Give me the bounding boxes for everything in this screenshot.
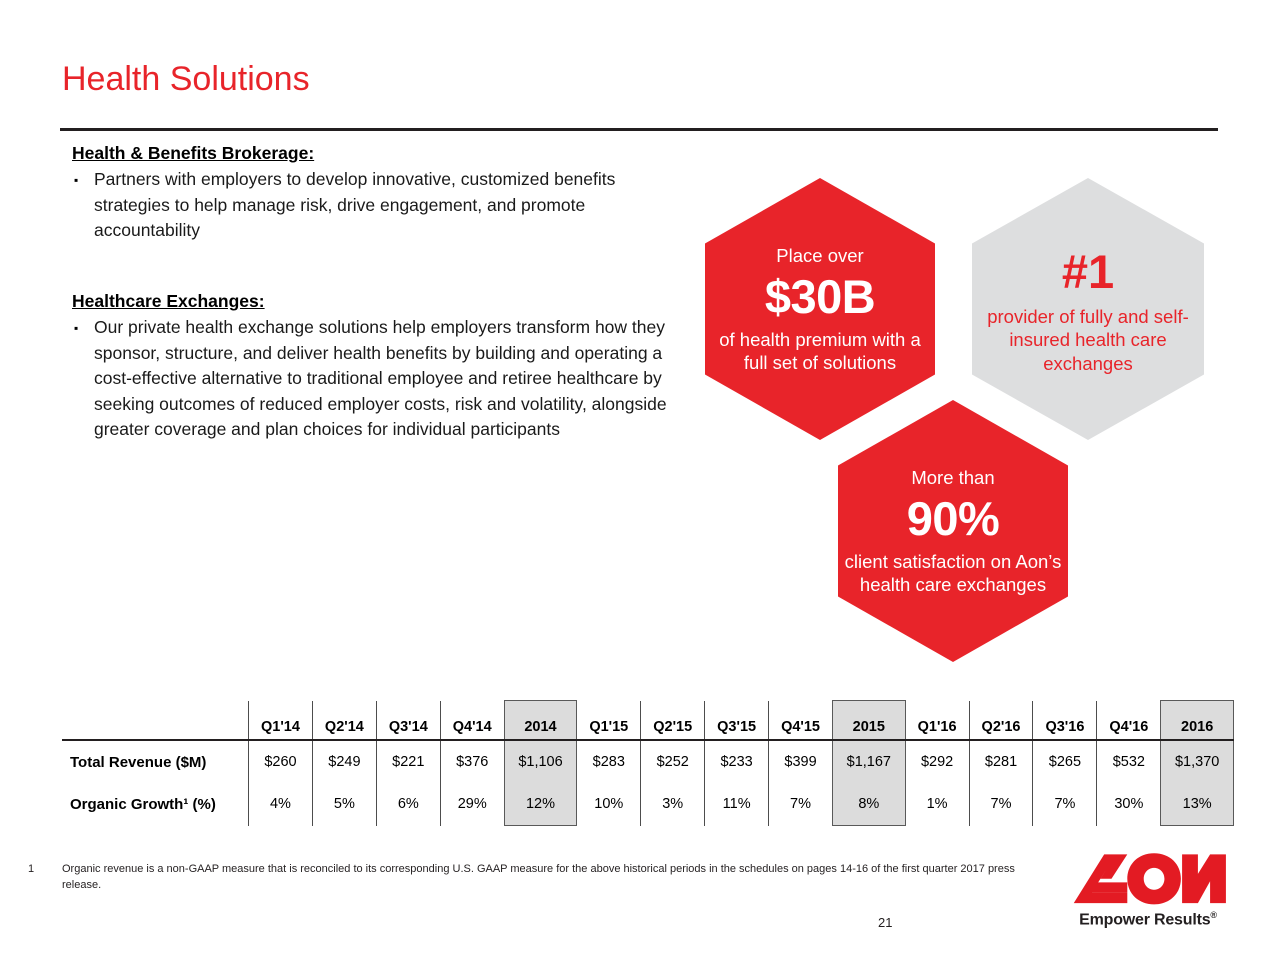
- section-heading: Health & Benefits Brokerage:: [72, 143, 315, 163]
- table-column-header: 2016: [1160, 700, 1234, 740]
- table-cell: $221: [375, 740, 441, 783]
- financials-table: Q1'14 Q2'14 Q3'14 Q4'14 2014 Q1'15 Q2'15 Q3'15 Q…: [62, 700, 1234, 826]
- callout-pre-text: Place over: [776, 244, 864, 266]
- table-column-header: Q2'14: [311, 700, 377, 740]
- callout-hexagon-satisfaction: More than 90% client satisfaction on Aon…: [838, 400, 1068, 662]
- body-content: Health & Benefits Brokerage: ▪ Partners …: [72, 142, 692, 443]
- table-cell: $532: [1096, 740, 1161, 783]
- aon-tagline: Empower Results®: [1068, 910, 1228, 929]
- table-cell: $265: [1032, 740, 1097, 783]
- page-title: Health Solutions: [62, 60, 310, 98]
- table-column-header: 2014: [503, 700, 578, 740]
- table-cell: 1%: [904, 783, 970, 826]
- table-column-header: Q4'16: [1096, 700, 1161, 740]
- table-row-label: Total Revenue ($M): [70, 753, 207, 771]
- table-column-header: Q1'15: [576, 700, 641, 740]
- table-column-header: Q1'14: [248, 700, 313, 740]
- title-divider: [60, 128, 1218, 131]
- table-cell: $292: [904, 740, 970, 783]
- table-column-header: Q4'15: [768, 700, 833, 740]
- table-cell: $249: [311, 740, 377, 783]
- table-cell: 7%: [1032, 783, 1097, 826]
- table-row-label: Organic Growth¹ (%): [70, 795, 216, 813]
- table-cell: 13%: [1160, 783, 1234, 826]
- table-row: Organic Growth¹ (%) 4% 5% 6% 29% 12% 10% 3% 11% 7…: [62, 783, 1234, 826]
- table-cell: 5%: [311, 783, 377, 826]
- callout-post-text: of health premium with a full set of sol…: [719, 328, 921, 374]
- table-cell: 7%: [968, 783, 1033, 826]
- table-cell: 11%: [704, 783, 769, 826]
- table-cell: $233: [704, 740, 769, 783]
- table-cell: $1,370: [1160, 740, 1234, 783]
- table-column-header: Q1'16: [904, 700, 970, 740]
- table-cell: 7%: [768, 783, 833, 826]
- table-body: Total Revenue ($M) $260 $249 $221 $376 $1,106…: [62, 740, 1234, 826]
- square-bullet-icon: ▪: [74, 321, 79, 336]
- aon-wordmark-icon: [1073, 853, 1226, 905]
- callout-hexagon-premium: Place over $30B of health premium with a…: [705, 178, 935, 440]
- table-cell: $1,106: [503, 740, 578, 783]
- section-heading: Healthcare Exchanges:: [72, 290, 265, 311]
- table-header: Q1'14 Q2'14 Q3'14 Q4'14 2014 Q1'15 Q2'15 Q3'15 Q…: [62, 700, 1234, 741]
- table-column-header: Q3'16: [1032, 700, 1097, 740]
- table-cell: 8%: [832, 783, 906, 826]
- list-item-text: Our private health exchange solutions he…: [94, 317, 667, 440]
- aon-logo: Empower Results®: [1068, 852, 1228, 944]
- callout-headline: 90%: [906, 491, 1000, 545]
- table-cell: 29%: [439, 783, 505, 826]
- table-cell: $283: [576, 740, 641, 783]
- table-row: Total Revenue ($M) $260 $249 $221 $376 $1,106…: [62, 740, 1234, 783]
- table-column-header: 2015: [832, 700, 906, 740]
- section-healthcare-exchanges: Healthcare Exchanges: ▪ Our private heal…: [72, 290, 692, 443]
- page-number: 21: [878, 915, 893, 930]
- table-cell: 30%: [1096, 783, 1161, 826]
- table-column-header: Q2'16: [968, 700, 1033, 740]
- table-column-header: Q4'14: [439, 700, 505, 740]
- aon-tagline-text: Empower Results: [1079, 911, 1211, 929]
- table-column-header: Q3'14: [375, 700, 441, 740]
- square-bullet-icon: ▪: [74, 173, 79, 188]
- callout-hexagon-rank: #1 provider of fully and self-insured he…: [972, 178, 1204, 440]
- table-cell: $399: [768, 740, 833, 783]
- footnote-text: Organic revenue is a non-GAAP measure th…: [62, 863, 1015, 891]
- list-item: ▪ Partners with employers to develop inn…: [72, 167, 692, 244]
- table-cell: $1,167: [832, 740, 906, 783]
- table-cell: 12%: [503, 783, 578, 826]
- table-column-header: Q2'15: [640, 700, 705, 740]
- section-spacer: [72, 244, 692, 290]
- callout-pre-text: More than: [911, 466, 995, 488]
- table-cell: 6%: [375, 783, 441, 826]
- callout-headline: $30B: [764, 269, 876, 323]
- callout-headline: #1: [1061, 244, 1115, 298]
- table-cell: 10%: [576, 783, 641, 826]
- callout-post-text: provider of fully and self-insured healt…: [987, 305, 1189, 374]
- table-cell: $252: [640, 740, 705, 783]
- footnote: 1 Organic revenue is a non-GAAP measure …: [28, 862, 1048, 893]
- registered-mark-icon: ®: [1210, 910, 1217, 920]
- table-column-header: Q3'15: [704, 700, 769, 740]
- footnote-number: 1: [28, 863, 35, 875]
- section-health-benefits-brokerage: Health & Benefits Brokerage: ▪ Partners …: [72, 142, 692, 244]
- table-cell: 4%: [248, 783, 313, 826]
- table-cell: $281: [968, 740, 1033, 783]
- callout-post-text: client satisfaction on Aon’s health care…: [844, 550, 1062, 596]
- list-item-text: Partners with employers to develop innov…: [94, 169, 616, 241]
- table-header-row: Q1'14 Q2'14 Q3'14 Q4'14 2014 Q1'15 Q2'15 Q3'15 Q…: [62, 700, 1234, 741]
- table-cell: $376: [439, 740, 505, 783]
- table-corner-cell: [62, 701, 249, 741]
- table-cell: 3%: [640, 783, 705, 826]
- list-item: ▪ Our private health exchange solutions …: [72, 315, 692, 443]
- table-cell: $260: [248, 740, 313, 783]
